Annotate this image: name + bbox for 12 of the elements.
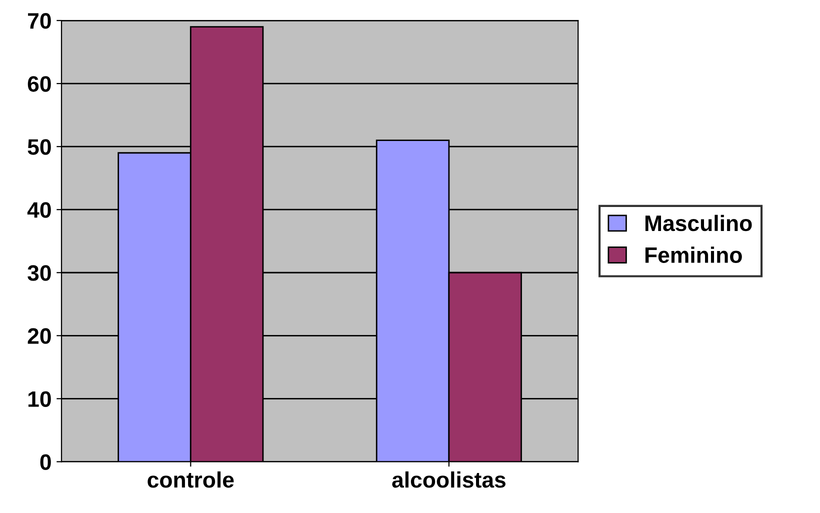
y-tick-label: 20	[28, 328, 51, 344]
y-tick-label: 60	[28, 76, 51, 92]
x-tick-label: controle	[148, 471, 234, 488]
y-tick-label: 10	[28, 391, 51, 407]
y-tick-label: 40	[27, 202, 51, 218]
y-tick-label: 30	[28, 265, 51, 281]
y-tick-label: 0	[40, 454, 51, 470]
legend-label: Masculino	[645, 214, 752, 232]
x-tick-label: alcoolistas	[392, 471, 506, 488]
y-tick-label: 70	[28, 13, 51, 29]
y-tick-label: 50	[28, 139, 51, 155]
legend-label: Feminino	[645, 246, 742, 263]
